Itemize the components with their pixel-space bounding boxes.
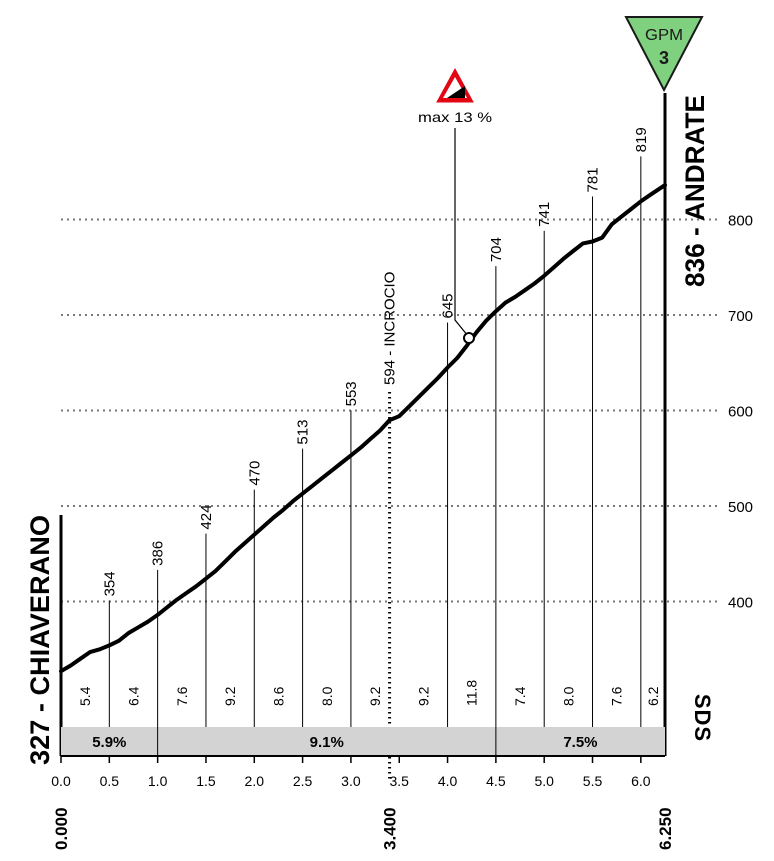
segment-gradient-label: 8.0 [560, 686, 576, 706]
gpm-category: 3 [659, 48, 669, 68]
segment-gradient-label: 7.6 [609, 686, 625, 706]
max-gradient-point [463, 332, 475, 344]
start-label: 327 - CHIAVERANO [25, 515, 55, 765]
segment-gradient-label: 9.2 [367, 686, 383, 706]
km-marker-label: 3.400 [381, 807, 400, 850]
x-axis: 0.0 0.5 1.0 1.5 2.0 2.5 3.0 3.5 4.0 4.5 5.0 5.5 6.0 0… [51, 755, 675, 850]
max-gradient-marker: max 13 % [418, 67, 492, 344]
waypoint-lines [108, 156, 642, 780]
x-tick-label: 3.0 [341, 773, 361, 789]
finish-label: 836 - ANDRATE [680, 95, 710, 287]
gpm-label: GPM [645, 27, 683, 44]
x-tick-label: 5.5 [583, 773, 603, 789]
x-tick-label: 2.0 [245, 773, 265, 789]
avg-gradient-label: 5.9% [92, 734, 126, 751]
waypoint-label: 513 [295, 420, 312, 445]
waypoint-label: 704 [488, 237, 505, 262]
gpm-triangle-icon [624, 16, 704, 93]
waypoint-label: 645 [440, 293, 457, 318]
elevation-label-400: 400 [728, 595, 753, 612]
x-tick-label: 0.5 [100, 773, 120, 789]
waypoint-label: 386 [150, 541, 167, 566]
segment-gradient-label: 7.4 [512, 686, 528, 706]
segment-gradient-label: 9.2 [415, 686, 431, 706]
segment-gradient-label: 7.6 [174, 686, 190, 706]
waypoint-label: 354 [101, 571, 118, 596]
x-tick-label: 4.5 [486, 773, 506, 789]
segment-gradient-label: 5.4 [77, 686, 93, 706]
km-marker-label: 6.250 [656, 807, 675, 850]
x-tick-label: 2.5 [293, 773, 313, 789]
sds-logo: SDS [690, 694, 715, 742]
avg-gradient-label: 9.1% [310, 734, 344, 751]
x-tick-label: 6.0 [631, 773, 651, 789]
avg-gradient-label: 7.5% [563, 734, 597, 751]
profile-line [59, 183, 667, 674]
segment-gradient-label: 6.2 [645, 686, 661, 706]
gradient-band [61, 727, 665, 756]
km-marker-label: 0.000 [52, 807, 71, 850]
max-gradient-label: max 13 % [418, 109, 492, 125]
elevation-label-500: 500 [728, 499, 753, 516]
x-tick-label: 3.5 [390, 773, 410, 789]
x-tick-label: 1.0 [148, 773, 168, 789]
x-tick-label: 1.5 [196, 773, 216, 789]
x-tick-label: 4.0 [438, 773, 458, 789]
max-gradient-pointer [454, 128, 469, 337]
waypoint-label: 424 [198, 505, 215, 530]
segment-gradient-label: 9.2 [222, 686, 238, 706]
waypoint-label: 819 [633, 127, 650, 152]
gridlines: 400 500 600 700 800 [59, 93, 753, 756]
x-tick-label: 0.0 [51, 773, 71, 789]
segment-gradient-label: 6.4 [125, 686, 141, 706]
waypoint-label: 741 [536, 202, 553, 227]
climb-ramp-icon [447, 86, 465, 98]
gpm-badge: GPM 3 [624, 16, 704, 93]
x-tick-label: 5.0 [534, 773, 554, 789]
waypoint-label: 781 [585, 167, 602, 192]
segment-gradients: 5.4 6.4 7.6 9.2 8.6 8.0 9.2 9.2 11.8 7.4 8.0 7.6 6.2 [77, 680, 661, 706]
waypoint-label: 553 [343, 381, 360, 406]
waypoint-label: 594 - INCROCIO [382, 272, 399, 385]
elevation-label-600: 600 [728, 404, 753, 421]
elevation-label-800: 800 [728, 213, 753, 230]
segment-gradient-label: 8.6 [270, 686, 286, 706]
average-gradient-band: 5.9% 9.1% 7.5% [61, 727, 665, 756]
waypoint-labels: 354 386 424 470 513 553 594 - INCROCIO 645 704 74… [101, 127, 650, 596]
segment-gradient-label: 11.8 [464, 680, 480, 706]
waypoint-label: 470 [246, 461, 263, 486]
elevation-profile-line [59, 183, 667, 674]
elevation-label-700: 700 [728, 308, 753, 325]
segment-gradient-label: 8.0 [319, 686, 335, 706]
